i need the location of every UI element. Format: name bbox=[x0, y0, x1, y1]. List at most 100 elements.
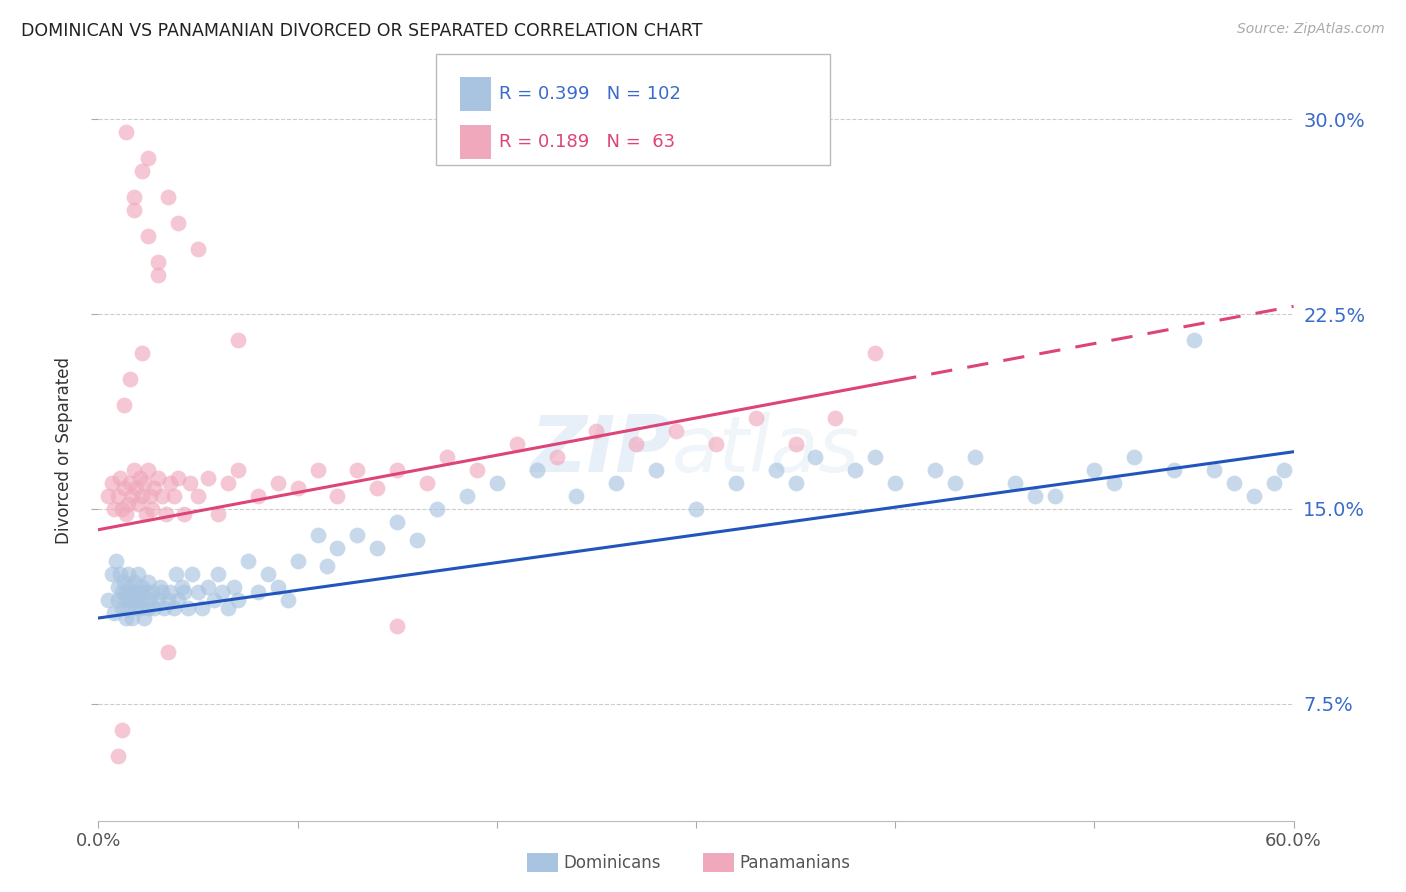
Point bbox=[346, 463, 368, 477]
Point bbox=[277, 592, 299, 607]
Point bbox=[105, 554, 128, 568]
Point bbox=[129, 585, 152, 599]
Point bbox=[107, 748, 129, 763]
Text: R = 0.399   N = 102: R = 0.399 N = 102 bbox=[499, 85, 681, 103]
Point bbox=[191, 600, 214, 615]
Point bbox=[1223, 475, 1246, 490]
Point bbox=[167, 216, 190, 230]
Point bbox=[157, 592, 180, 607]
Text: R = 0.189   N =  63: R = 0.189 N = 63 bbox=[499, 133, 675, 151]
Point bbox=[107, 592, 129, 607]
Text: Panamanians: Panamanians bbox=[740, 854, 851, 871]
Point bbox=[246, 585, 269, 599]
Point bbox=[129, 600, 152, 615]
Point bbox=[884, 475, 907, 490]
Point bbox=[785, 475, 807, 490]
Point bbox=[163, 600, 186, 615]
Point bbox=[139, 489, 162, 503]
Point bbox=[131, 592, 153, 607]
Point bbox=[824, 411, 846, 425]
Point bbox=[103, 502, 125, 516]
Point bbox=[1083, 463, 1105, 477]
Point bbox=[143, 481, 166, 495]
Point bbox=[685, 502, 707, 516]
Point bbox=[1004, 475, 1026, 490]
Point bbox=[159, 585, 181, 599]
Point bbox=[385, 463, 409, 477]
Point bbox=[124, 463, 146, 477]
Point bbox=[172, 580, 194, 594]
Point bbox=[120, 592, 142, 607]
Point bbox=[97, 592, 120, 607]
Point bbox=[127, 592, 149, 607]
Point bbox=[143, 600, 166, 615]
Point bbox=[117, 566, 139, 581]
Point bbox=[141, 502, 163, 516]
Point bbox=[385, 515, 409, 529]
Point bbox=[1272, 463, 1295, 477]
Point bbox=[207, 507, 229, 521]
Point bbox=[307, 463, 329, 477]
Text: Source: ZipAtlas.com: Source: ZipAtlas.com bbox=[1237, 22, 1385, 37]
Point bbox=[124, 203, 146, 218]
Point bbox=[963, 450, 986, 464]
Point bbox=[226, 592, 249, 607]
Point bbox=[366, 541, 388, 555]
Point bbox=[111, 585, 134, 599]
Point bbox=[506, 437, 529, 451]
Point bbox=[326, 489, 349, 503]
Point bbox=[112, 481, 135, 495]
Point bbox=[148, 471, 170, 485]
Point bbox=[136, 151, 159, 165]
Point bbox=[135, 585, 157, 599]
Point bbox=[222, 580, 245, 594]
Point bbox=[173, 585, 195, 599]
Point bbox=[865, 346, 887, 360]
Point bbox=[179, 475, 201, 490]
Point bbox=[326, 541, 349, 555]
Point bbox=[236, 554, 259, 568]
Point bbox=[131, 489, 153, 503]
Point bbox=[217, 475, 239, 490]
Point bbox=[546, 450, 568, 464]
Point bbox=[316, 559, 339, 574]
Point bbox=[163, 489, 186, 503]
Point bbox=[565, 489, 588, 503]
Point bbox=[202, 592, 225, 607]
Point bbox=[101, 475, 124, 490]
Point bbox=[485, 475, 508, 490]
Point bbox=[704, 437, 727, 451]
Point bbox=[135, 507, 157, 521]
Point bbox=[136, 463, 159, 477]
Text: atlas: atlas bbox=[672, 412, 860, 489]
Point bbox=[626, 437, 648, 451]
Point bbox=[134, 611, 156, 625]
Point bbox=[1043, 489, 1066, 503]
Point bbox=[765, 463, 787, 477]
Point bbox=[111, 600, 134, 615]
Point bbox=[267, 580, 290, 594]
Point bbox=[943, 475, 966, 490]
Point bbox=[287, 554, 309, 568]
Point bbox=[865, 450, 887, 464]
Point bbox=[287, 481, 309, 495]
Point bbox=[406, 533, 429, 547]
Point bbox=[267, 475, 290, 490]
Point bbox=[120, 475, 142, 490]
Point bbox=[125, 600, 148, 615]
Point bbox=[426, 502, 449, 516]
Point bbox=[1024, 489, 1046, 503]
Point bbox=[153, 600, 176, 615]
Point bbox=[585, 424, 607, 438]
Point bbox=[307, 528, 329, 542]
Point bbox=[121, 611, 143, 625]
Point bbox=[139, 592, 162, 607]
Point bbox=[115, 611, 138, 625]
Point bbox=[1123, 450, 1146, 464]
Point bbox=[121, 585, 143, 599]
Point bbox=[366, 481, 388, 495]
Point bbox=[436, 450, 458, 464]
Point bbox=[129, 471, 152, 485]
Point bbox=[155, 507, 177, 521]
Point bbox=[115, 125, 138, 139]
